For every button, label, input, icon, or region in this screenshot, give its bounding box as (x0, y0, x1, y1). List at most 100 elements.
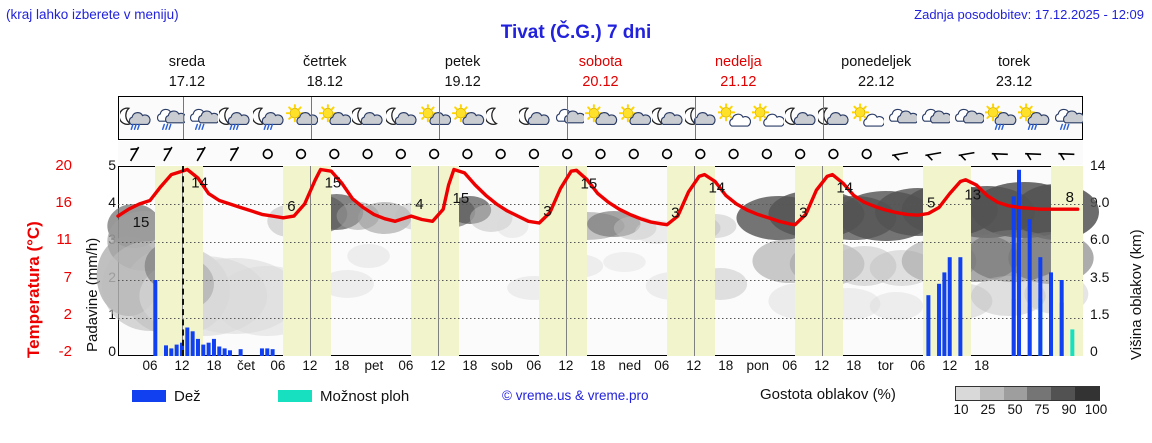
cloud-height-tick-labels: 14 9.0 6.0 3.5 1.5 0 (1090, 157, 1132, 359)
temperature-label: 15 (453, 190, 470, 207)
cloud-rain-icon (186, 97, 219, 139)
rain-bar (958, 257, 963, 356)
wind-barb (925, 151, 942, 161)
precipitation-tick: 1 (108, 305, 116, 322)
rain-bar (259, 348, 264, 356)
cloud-density-step (1051, 387, 1076, 400)
wind-barb (891, 151, 909, 161)
wind-barb (991, 152, 1008, 161)
rain-bar (1011, 196, 1016, 356)
rain-bar (195, 338, 200, 356)
copyright-label[interactable]: © vreme.us & vreme.pro (502, 388, 649, 403)
temperature-label: 3 (543, 203, 551, 220)
moon-clear-icon (485, 97, 518, 139)
wind-barb (1025, 152, 1042, 161)
temperature-label: 3 (671, 205, 679, 222)
wind-calm-marker (695, 148, 706, 160)
x-axis-tick: 12 (174, 358, 190, 373)
cloud-density-tick: 25 (980, 402, 996, 417)
x-axis-tick: 18 (846, 358, 862, 373)
day-date: 21.12 (720, 74, 757, 90)
x-axis-tick: 12 (942, 358, 958, 373)
sun-cloud-small-icon (851, 97, 884, 139)
temperature-label: 15 (133, 214, 150, 231)
cloud-rain-icon (1051, 97, 1084, 139)
location-menu-note[interactable]: (kraj lahko izberete v meniju) (6, 7, 179, 22)
x-axis-tick: pet (364, 358, 384, 373)
day-header-row: sreda 17.12 četrtek 18.12 petek 19.12 sobota 20… (118, 52, 1083, 94)
wind-calm-marker (428, 148, 440, 160)
wind-barb (196, 146, 206, 162)
legend-item-showers: Možnost ploh (278, 386, 409, 406)
x-axis-tick: 06 (654, 358, 670, 373)
cloud-icon (552, 97, 585, 139)
day-separator-line (437, 166, 439, 356)
wind-calm-marker (395, 148, 407, 160)
cloud-blob (832, 246, 897, 286)
x-axis-tick: 18 (718, 358, 734, 373)
day-date: 22.12 (858, 74, 895, 90)
daylight-band (155, 166, 204, 356)
wind-calm-marker (462, 148, 473, 160)
day-header-sreda: sreda 17.12 (118, 52, 256, 92)
rain-bar (190, 331, 195, 356)
temperature-tick: 2 (63, 305, 72, 323)
moon-cloud-rain-icon (119, 97, 152, 139)
showers-swatch (278, 390, 312, 402)
icon-strip-day-separator (310, 97, 312, 139)
rain-bar (1038, 257, 1043, 356)
icon-strip-day-separator (566, 97, 568, 139)
x-axis-tick: 12 (814, 358, 830, 373)
x-axis-tick: tor (877, 358, 894, 373)
rain-bar (174, 344, 179, 356)
wind-calm-marker (794, 148, 806, 160)
wind-calm-marker (329, 148, 340, 160)
day-header-ponedeljek: ponedeljek 22.12 (807, 52, 945, 92)
sun-cloud-icon (285, 97, 319, 139)
rain-bar (227, 350, 232, 356)
x-axis-tick: 18 (590, 358, 606, 373)
rain-bar (1017, 169, 1022, 356)
temperature-label: 14 (836, 180, 853, 197)
legend: Dež Možnost ploh © vreme.us & vreme.pro (118, 386, 718, 408)
wind-calm-marker (828, 148, 839, 160)
x-axis-tick: čet (236, 358, 255, 373)
temperature-label: 6 (287, 198, 295, 215)
temperature-tick: -2 (58, 343, 72, 360)
wind-barb (958, 151, 975, 161)
temperature-label: 3 (799, 205, 807, 222)
temperature-tick-labels: 20 16 11 7 2 -2 (26, 157, 72, 360)
wind-barb (163, 146, 173, 162)
cloud-density-gradient-bar (955, 386, 1100, 401)
temperature-tick: 20 (55, 157, 72, 174)
cloud-density-step (979, 387, 1004, 400)
temperature-label: 4 (415, 196, 423, 213)
day-separator-line (309, 166, 311, 356)
page-title: Tivat (Č.G.) 7 dni (500, 22, 652, 43)
cloud-icon (884, 97, 918, 139)
temperature-label: 8 (1066, 189, 1074, 206)
rain-bar (270, 349, 275, 356)
rain-bar (185, 327, 190, 356)
sun-cloud-small-icon (718, 97, 751, 139)
cloud-density-tick: 100 (1084, 402, 1108, 417)
rain-bar (1049, 272, 1054, 356)
moon-cloud-icon (651, 97, 684, 139)
sun-cloud-icon (319, 97, 352, 139)
horizontal-gridline (118, 280, 1083, 281)
cloud-density-step (1003, 387, 1028, 400)
wind-calm-marker (262, 148, 273, 160)
x-axis-tick: 12 (430, 358, 446, 373)
cloud-density-tick: 10 (953, 402, 969, 417)
cloud-height-tick: 14 (1090, 157, 1106, 173)
x-axis-tick: 06 (910, 358, 926, 373)
x-axis-tick: 18 (462, 358, 478, 373)
moon-cloud-icon (385, 97, 418, 139)
wind-calm-marker (728, 148, 739, 160)
day-name: petek (444, 54, 481, 70)
cloud-density-tick: 50 (1007, 402, 1023, 417)
wind-barb (229, 146, 240, 162)
day-date: 23.12 (995, 74, 1033, 90)
x-axis-tick: 18 (206, 358, 222, 373)
wind-calm-marker (495, 148, 506, 160)
